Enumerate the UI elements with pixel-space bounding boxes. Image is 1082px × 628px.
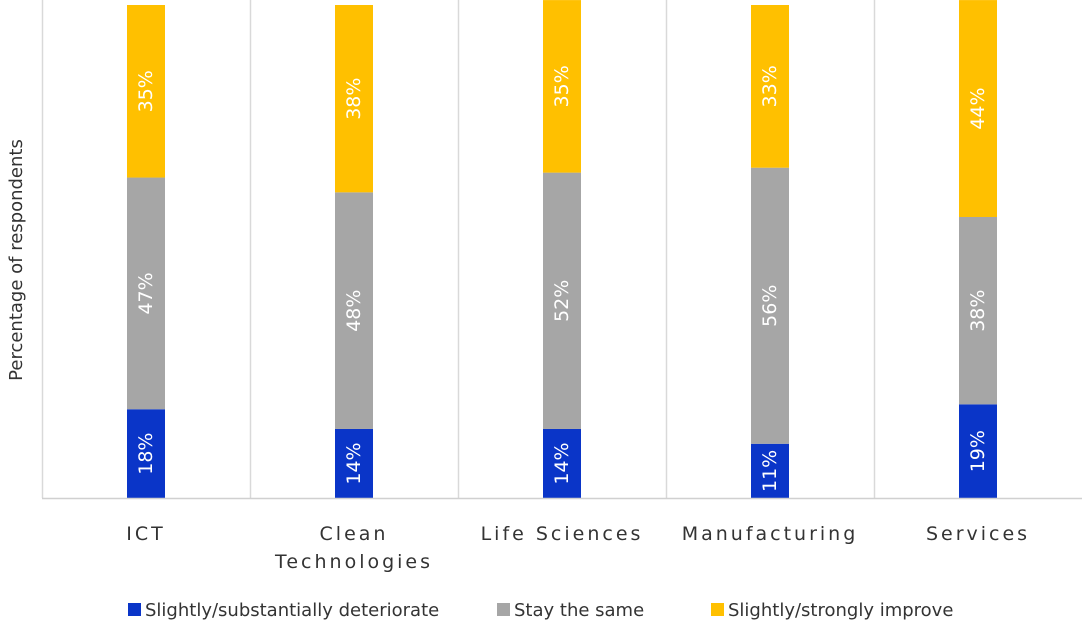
legend-swatch bbox=[128, 603, 141, 616]
bar-segment bbox=[959, 0, 997, 217]
y-axis-label: Percentage of respondents bbox=[6, 139, 27, 381]
legend-label: Stay the same bbox=[514, 600, 644, 621]
data-label: 18% bbox=[135, 433, 157, 475]
data-label: 47% bbox=[135, 272, 157, 314]
data-label: 35% bbox=[135, 70, 157, 112]
data-label: 38% bbox=[343, 78, 365, 120]
data-label: 19% bbox=[967, 430, 989, 472]
legend-label: Slightly/strongly improve bbox=[728, 600, 953, 621]
bar-segment bbox=[959, 216, 997, 405]
x-tick-label: Manufacturing bbox=[682, 523, 859, 545]
bar-segment bbox=[959, 404, 997, 498]
bar-segment bbox=[335, 192, 373, 429]
bar-segment bbox=[543, 0, 581, 173]
data-label: 56% bbox=[759, 285, 781, 327]
data-label: 38% bbox=[967, 290, 989, 332]
data-label: 14% bbox=[343, 442, 365, 484]
x-tick-label: Life Sciences bbox=[481, 523, 644, 545]
x-tick-label: Clean Technologies bbox=[274, 523, 433, 573]
bar-segment bbox=[127, 409, 165, 498]
data-label: 48% bbox=[343, 290, 365, 332]
bar-segment bbox=[751, 443, 789, 498]
bar-segment bbox=[543, 172, 581, 429]
bar-segment bbox=[751, 167, 789, 444]
bar-segment bbox=[543, 428, 581, 498]
bar-segment bbox=[751, 5, 789, 168]
data-label: 35% bbox=[551, 65, 573, 107]
data-label: 11% bbox=[759, 450, 781, 492]
legend-swatch bbox=[711, 603, 724, 616]
category-separators bbox=[41, 0, 876, 498]
data-label: 52% bbox=[551, 280, 573, 322]
data-label: 14% bbox=[551, 442, 573, 484]
legend-label: Slightly/substantially deteriorate bbox=[145, 600, 439, 621]
x-tick-label: ICT bbox=[126, 523, 165, 545]
data-label: 33% bbox=[759, 65, 781, 107]
bar-segment bbox=[127, 5, 165, 178]
legend-swatch bbox=[497, 603, 510, 616]
bar-segment bbox=[335, 5, 373, 193]
x-tick-labels: ICT Clean Technologies Life Sciences Manufac… bbox=[126, 523, 1030, 573]
x-tick-label: Services bbox=[926, 523, 1030, 545]
legend: Slightly/substantially deteriorate Stay t… bbox=[128, 600, 953, 621]
bars bbox=[127, 0, 997, 498]
data-label: 44% bbox=[967, 87, 989, 129]
data-labels: 18% 47% 35% 14% 48% 38% 14% 52% 35% 11% 56% 33% 19% 3… bbox=[135, 65, 989, 492]
bar-segment bbox=[127, 177, 165, 410]
bar-segment bbox=[335, 428, 373, 498]
